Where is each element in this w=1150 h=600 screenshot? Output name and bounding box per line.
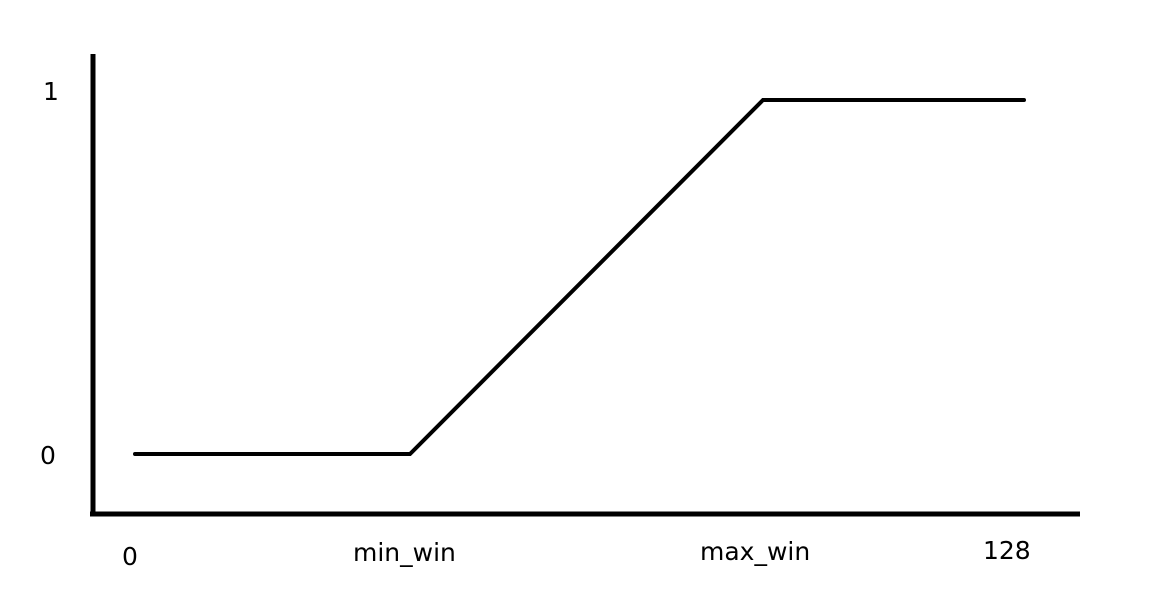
y-tick-label-0: 0 <box>40 441 56 470</box>
x-tick-label-min-win: min_win <box>353 538 456 567</box>
x-tick-label-max-win: max_win <box>700 537 810 566</box>
series-line <box>133 98 1026 456</box>
y-tick-label-1: 1 <box>43 77 59 106</box>
x-tick-label-0: 0 <box>122 542 138 571</box>
x-tick-label-128: 128 <box>983 536 1031 565</box>
